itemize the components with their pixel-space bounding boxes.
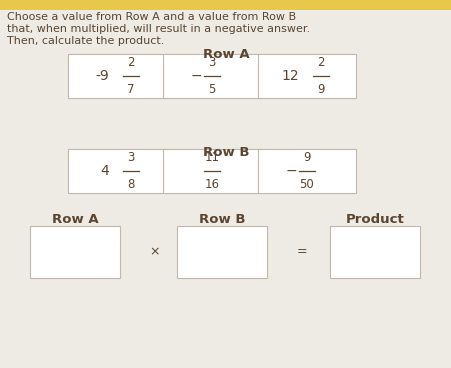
Bar (68, 54, 166, 98)
Text: 4: 4 (100, 164, 109, 178)
Bar (177, 226, 267, 278)
Text: −: − (190, 69, 202, 83)
Bar (329, 226, 419, 278)
Text: 11: 11 (204, 151, 219, 164)
Text: Choose a value from Row A and a value from Row B: Choose a value from Row A and a value fr… (7, 12, 295, 22)
Text: 9: 9 (317, 83, 324, 96)
Text: -9: -9 (95, 69, 109, 83)
Bar (163, 149, 260, 193)
Text: 9: 9 (303, 151, 310, 164)
Bar (30, 226, 120, 278)
Text: 50: 50 (299, 178, 314, 191)
Text: 3: 3 (127, 151, 134, 164)
Text: Row B: Row B (202, 146, 249, 159)
Text: Row B: Row B (198, 213, 245, 226)
Text: 5: 5 (208, 83, 215, 96)
Text: that, when multiplied, will result in a negative answer.: that, when multiplied, will result in a … (7, 24, 309, 34)
Text: 16: 16 (204, 178, 219, 191)
Text: 2: 2 (317, 56, 324, 69)
Text: Row A: Row A (51, 213, 98, 226)
Bar (163, 54, 260, 98)
Text: Product: Product (345, 213, 404, 226)
Bar (258, 149, 355, 193)
Text: 3: 3 (208, 56, 215, 69)
Text: Row A: Row A (202, 48, 249, 61)
Text: 8: 8 (127, 178, 134, 191)
Text: =: = (296, 245, 307, 258)
Text: 2: 2 (127, 56, 134, 69)
Text: Then, calculate the product.: Then, calculate the product. (7, 36, 164, 46)
Text: ×: × (149, 245, 160, 258)
Text: 7: 7 (127, 83, 134, 96)
Bar (68, 149, 166, 193)
Text: 12: 12 (281, 69, 299, 83)
Text: −: − (285, 164, 296, 178)
Bar (258, 54, 355, 98)
